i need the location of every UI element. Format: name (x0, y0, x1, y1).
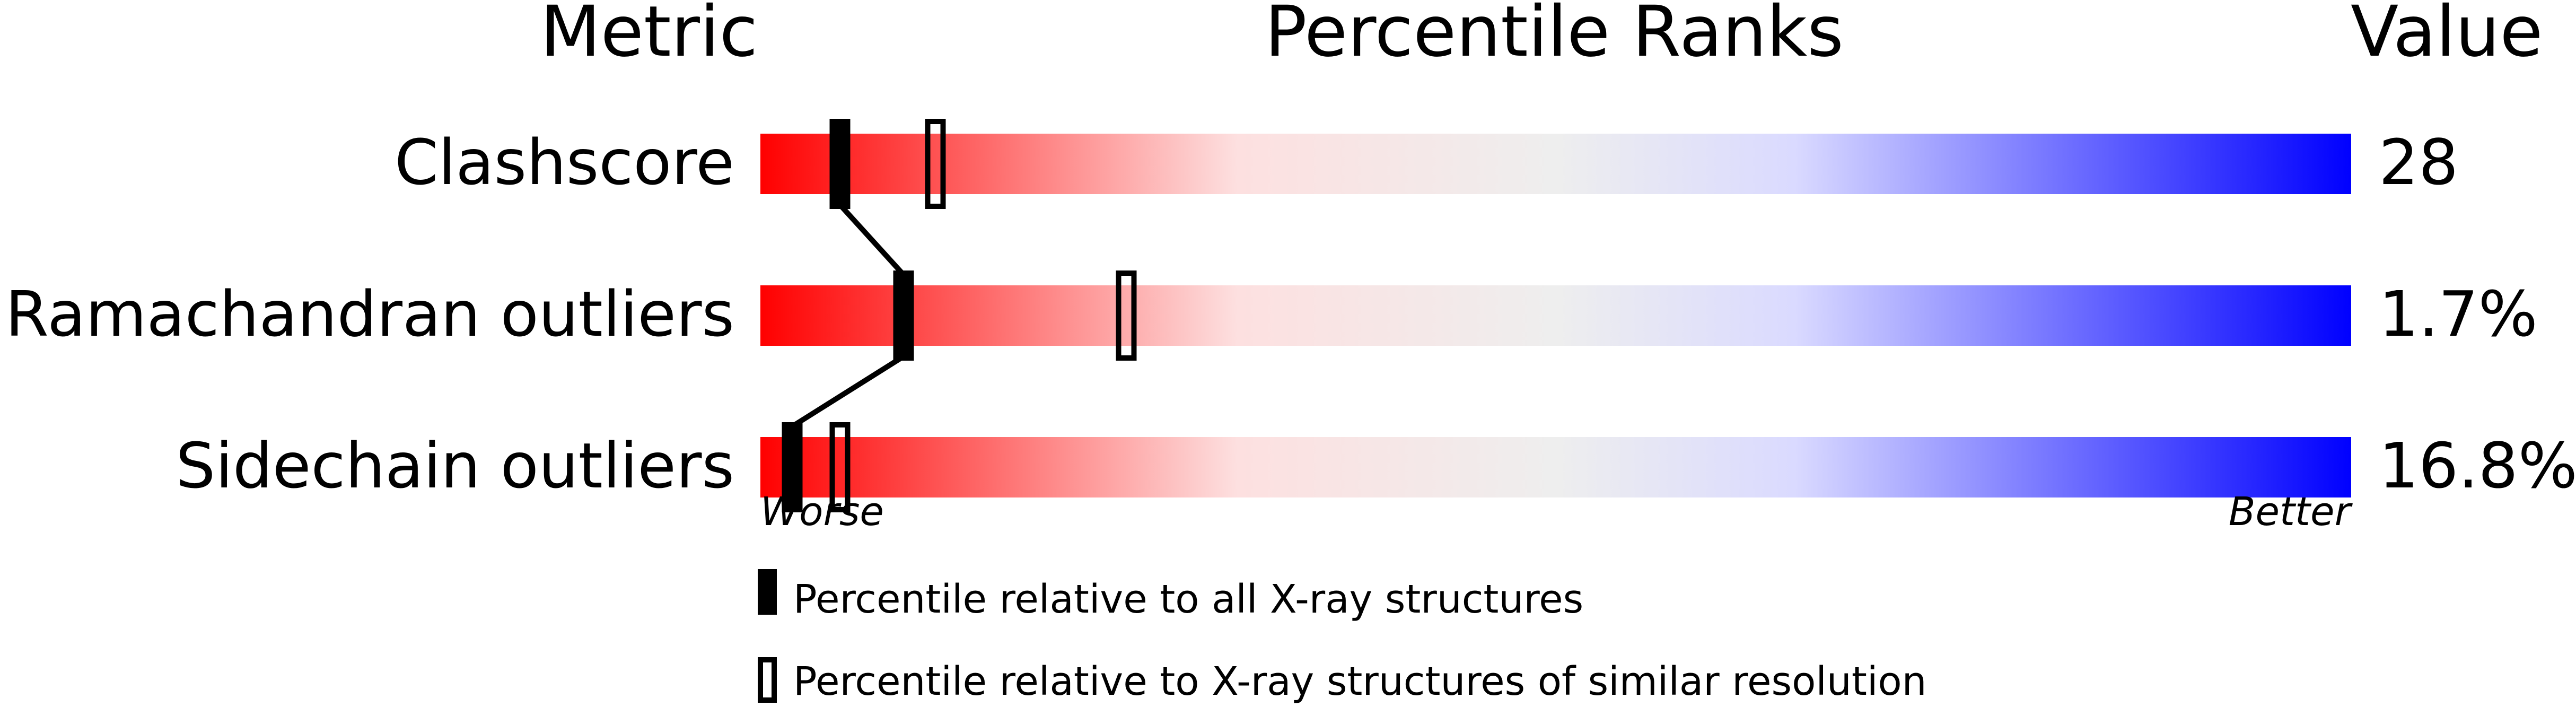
metric-label: Sidechain outliers (176, 429, 734, 502)
worse-label: Worse (760, 489, 884, 535)
percentile-bar (760, 437, 2351, 497)
similar-resolution-marker (1116, 270, 1137, 361)
header-value: Value (2351, 0, 2543, 73)
header-metric: Metric (540, 0, 758, 73)
metric-label: Ramachandran outliers (5, 277, 734, 351)
better-label: Better (2229, 489, 2353, 535)
legend-filled-marker-icon (758, 569, 777, 615)
connector-line (791, 354, 905, 429)
similar-resolution-marker (925, 119, 946, 209)
header-percentile-ranks: Percentile Ranks (1265, 0, 1844, 73)
legend-label-similar: Percentile relative to X-ray structures … (793, 659, 1927, 704)
legend-open-marker-icon (758, 657, 777, 703)
all-structures-marker (829, 119, 851, 209)
metric-value: 28 (2379, 126, 2458, 199)
legend-label-all: Percentile relative to all X-ray structu… (793, 577, 1583, 622)
all-structures-marker (893, 270, 914, 361)
metric-value: 16.8% (2379, 429, 2576, 502)
connector-line (838, 203, 906, 277)
all-structures-marker (782, 422, 803, 512)
percentile-bar (760, 285, 2351, 346)
metric-label: Clashscore (395, 126, 734, 199)
metric-value: 1.7% (2379, 277, 2538, 351)
similar-resolution-marker (829, 422, 851, 512)
percentile-bar (760, 134, 2351, 194)
